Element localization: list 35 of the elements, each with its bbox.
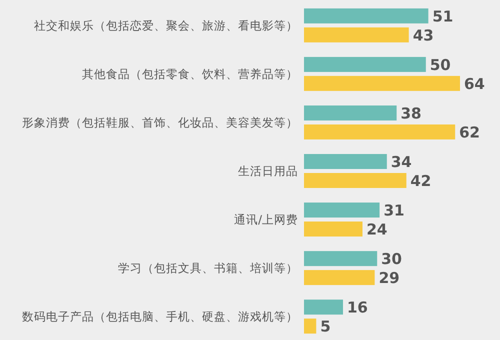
data-label: 34 — [390, 152, 412, 171]
data-label: 42 — [410, 172, 432, 190]
data-label: 50 — [430, 56, 451, 74]
y-tick-label: 社交和娱乐（包括恋爱、聚会、旅游、看电影等） — [34, 18, 298, 33]
bar — [304, 251, 378, 266]
y-tick-label: 数码电子产品（包括电脑、手机、硬盘、游戏机等） — [22, 310, 298, 324]
bar — [304, 270, 375, 286]
bar — [304, 76, 460, 91]
data-label: 5 — [320, 317, 331, 336]
data-label: 38 — [400, 104, 422, 122]
data-label: 62 — [459, 123, 480, 142]
data-label: 43 — [412, 26, 434, 44]
data-label: 30 — [381, 250, 402, 268]
y-tick-label: 学习（包括文具、书籍、培训等） — [118, 261, 298, 276]
y-tick-label: 通讯/上网费 — [234, 212, 298, 227]
data-label: 29 — [378, 268, 400, 287]
bar — [304, 202, 380, 218]
bar — [304, 222, 362, 237]
data-label: 31 — [384, 201, 404, 220]
y-tick-label: 生活日用品 — [238, 164, 298, 178]
y-tick-label: 形象消费（包括鞋服、首饰、化妆品、美容美发等） — [22, 116, 298, 130]
y-tick-label: 其他食品（包括零食、饮料、营养品等） — [82, 67, 298, 82]
bar — [304, 56, 426, 72]
data-label: 64 — [464, 74, 485, 93]
bar — [304, 173, 406, 188]
data-label: 16 — [347, 298, 368, 316]
bar — [304, 318, 316, 334]
bar — [304, 154, 387, 169]
bar — [304, 124, 456, 140]
data-label: 51 — [432, 7, 454, 26]
bar — [304, 27, 409, 42]
bar — [304, 105, 397, 120]
bar — [304, 300, 343, 315]
bar — [304, 8, 428, 24]
data-label: 24 — [366, 220, 388, 238]
